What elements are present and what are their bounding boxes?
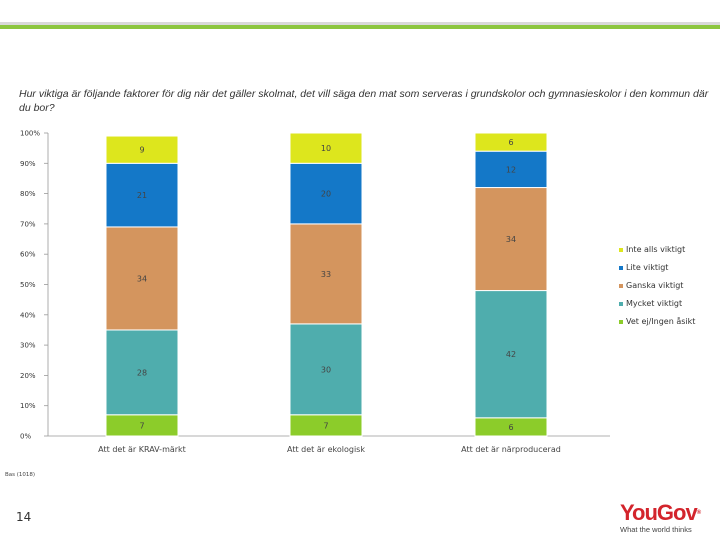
- logo-tagline: What the world thinks: [620, 525, 692, 534]
- bar-value-label: 12: [506, 165, 516, 174]
- bar-segment: [105, 329, 179, 416]
- category-label: Att det är ekologisk: [287, 445, 365, 454]
- bar-value-label: 34: [506, 235, 516, 244]
- legend-item: Mycket viktigt: [619, 299, 682, 311]
- survey-question: Hur viktiga är följande faktorer för dig…: [19, 88, 709, 114]
- bar-segment: [474, 290, 548, 419]
- legend-swatch: [619, 301, 623, 306]
- legend-label: Vet ej/Ingen åsikt: [626, 317, 696, 326]
- logo-registered-mark: ®: [696, 510, 702, 516]
- bar-value-label: 28: [137, 368, 147, 377]
- y-tick-label: 10%: [20, 402, 36, 410]
- bar-value-label: 10: [321, 144, 331, 153]
- page-number: 14: [16, 510, 32, 524]
- legend-label: Ganska viktigt: [626, 281, 684, 290]
- y-tick-label: 30%: [20, 342, 36, 350]
- bar-value-label: 21: [137, 191, 147, 200]
- y-tick-label: 90%: [20, 160, 36, 168]
- legend-swatch: [619, 319, 623, 324]
- y-tick-label: 0%: [20, 433, 31, 441]
- bar-segment: [105, 162, 179, 228]
- category-label: Att det är KRAV-märkt: [98, 445, 186, 454]
- header-divider: [0, 22, 720, 25]
- y-tick-label: 50%: [20, 281, 36, 289]
- bar-value-label: 6: [508, 138, 513, 147]
- bar-value-label: 42: [506, 350, 516, 359]
- bar-segment: [474, 187, 548, 292]
- legend-swatch: [619, 265, 623, 270]
- y-tick-label: 40%: [20, 311, 36, 319]
- bar-segment: [105, 226, 179, 331]
- yougov-logo: YouGov® What the world thinks: [620, 500, 712, 535]
- y-tick-label: 20%: [20, 372, 36, 380]
- legend-label: Lite viktigt: [626, 263, 669, 272]
- bar-value-label: 33: [321, 270, 331, 279]
- legend-label: Inte alls viktigt: [626, 245, 686, 254]
- legend-swatch: [619, 247, 623, 252]
- legend-label: Mycket viktigt: [626, 299, 683, 308]
- bar-value-label: 30: [321, 365, 331, 374]
- bar-value-label: 7: [323, 421, 328, 430]
- legend-item: Inte alls viktigt: [619, 245, 685, 257]
- bar-segment: [105, 135, 179, 164]
- bar-value-label: 6: [508, 423, 513, 432]
- bar-segment: [474, 132, 548, 152]
- stacked-bar-chart: 0% 10% 20% 30% 40% 50% 60% 70% 80% 90% 100% 7 28 34 2…: [20, 130, 610, 454]
- category-label: Att det är närproducerad: [461, 445, 561, 454]
- y-tick-label: 100%: [20, 130, 40, 138]
- y-tick-label: 60%: [20, 251, 36, 259]
- header-accent-bar: [0, 25, 720, 29]
- bar-segment: [474, 150, 548, 189]
- legend-item: Vet ej/Ingen åsikt: [619, 317, 695, 329]
- bar-value-label: 34: [137, 274, 147, 283]
- legend-item: Ganska viktigt: [619, 281, 683, 293]
- logo-word-you: You: [620, 500, 658, 525]
- bar-value-label: 20: [321, 190, 331, 199]
- bar-segment: [289, 323, 363, 416]
- logo-word-gov: Gov: [656, 500, 698, 525]
- y-tick-label: 70%: [20, 220, 36, 228]
- base-note: Bas (1018): [5, 472, 36, 478]
- bar-segment: [289, 223, 363, 325]
- y-tick-label: 80%: [20, 190, 36, 198]
- bar-value-label: 9: [139, 146, 144, 155]
- legend-swatch: [619, 283, 623, 288]
- bar-segment: [289, 132, 363, 164]
- bar-segment: [289, 162, 363, 225]
- legend-item: Lite viktigt: [619, 263, 668, 275]
- bar-value-label: 7: [139, 421, 144, 430]
